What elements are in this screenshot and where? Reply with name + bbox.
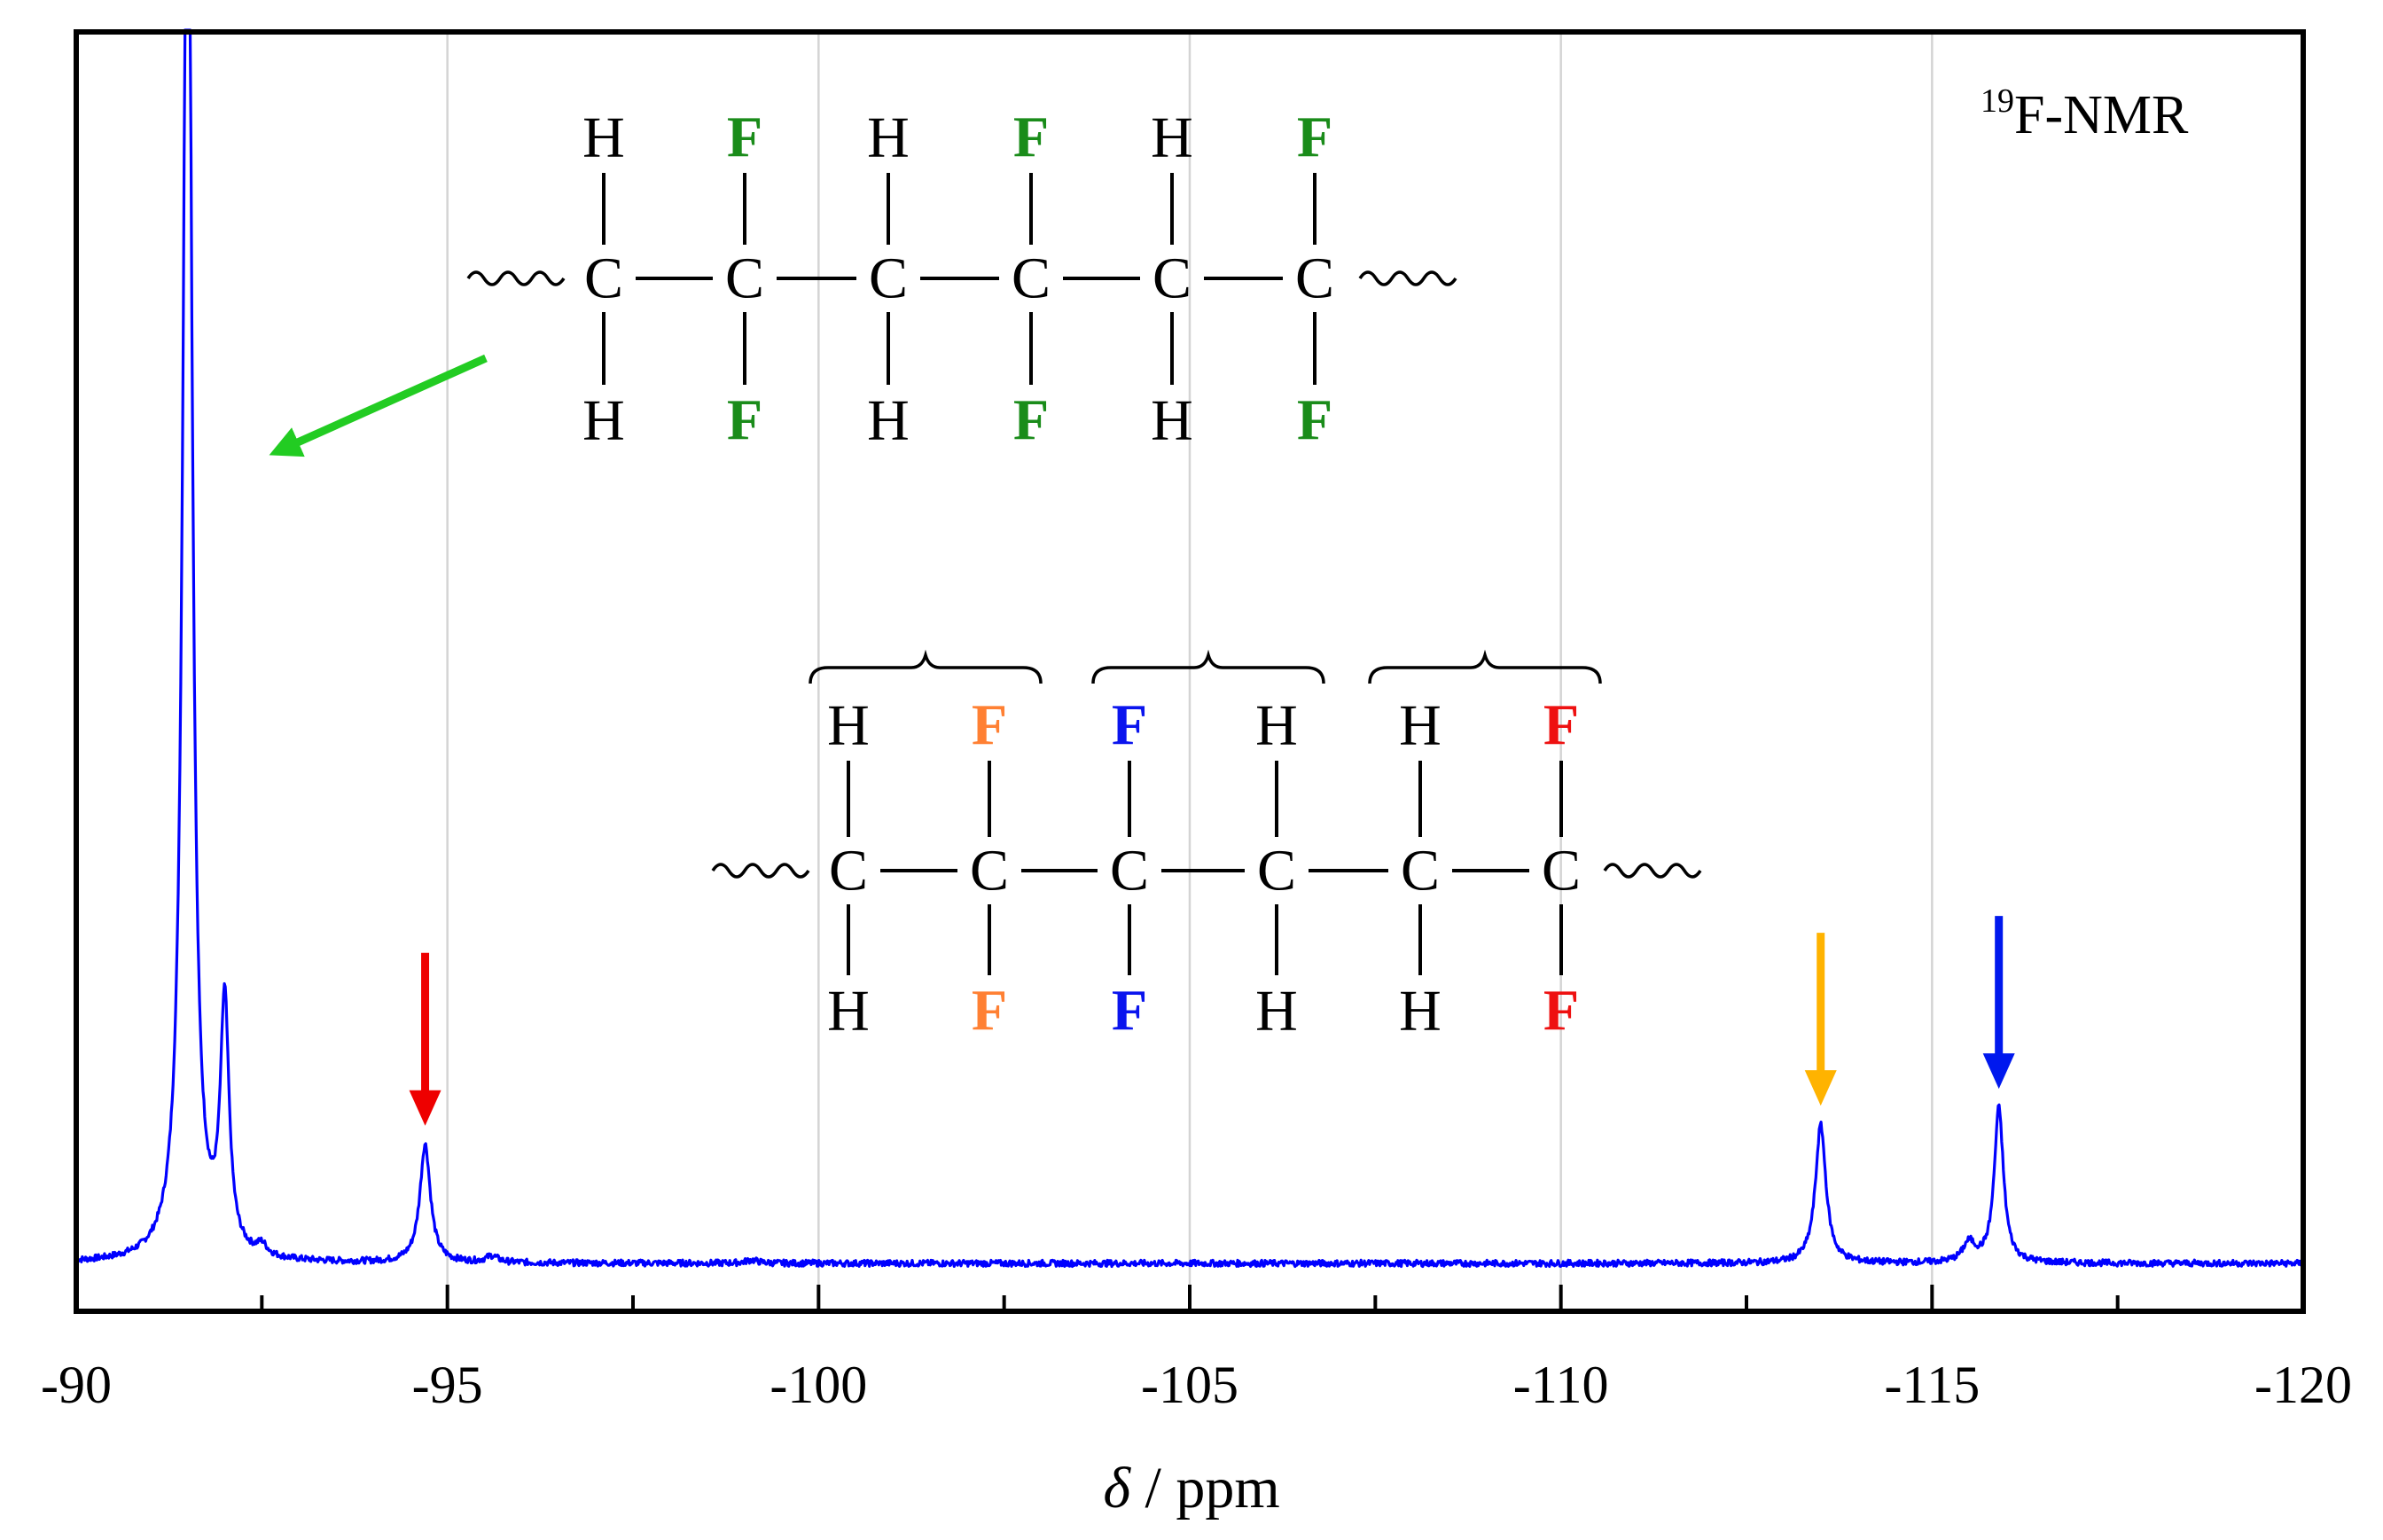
- atom-top: F: [1112, 693, 1147, 758]
- chain-end-right-bottom: [1603, 863, 1702, 879]
- atom-bottom: H: [1399, 979, 1442, 1044]
- atom-carbon: C: [1152, 246, 1192, 311]
- atom-top: H: [1151, 106, 1193, 170]
- blue-peak-arrow: [1982, 916, 2015, 1090]
- atom-bottom: F: [727, 388, 762, 453]
- atom-bottom: H: [827, 979, 870, 1044]
- atom-top: H: [1399, 693, 1442, 758]
- x-axis-tick-labels: -90 -95 -100 -105 -110 -115 -120: [41, 1356, 2352, 1414]
- atom-top: F: [972, 693, 1007, 758]
- vertical-grid: [446, 32, 1934, 1311]
- atom-top: H: [1255, 693, 1298, 758]
- atom-bottom: H: [582, 388, 625, 453]
- brace-2: [1091, 649, 1325, 684]
- atom-bottom: F: [1543, 979, 1579, 1044]
- atom-bottom: F: [1013, 388, 1049, 453]
- chain-end-left-bottom: [711, 863, 810, 879]
- atom-carbon: C: [1012, 246, 1051, 311]
- x-axis-unit: / ppm: [1130, 1456, 1280, 1520]
- atom-carbon: C: [584, 246, 623, 311]
- atom-bottom: H: [1151, 388, 1193, 453]
- brace-3: [1368, 649, 1602, 684]
- atom-top: F: [727, 106, 762, 170]
- atom-carbon: C: [829, 839, 868, 903]
- x-tick-label: -105: [1141, 1356, 1238, 1414]
- nmr-type-label: 19F-NMR: [1981, 82, 2189, 145]
- brace-1: [809, 649, 1043, 684]
- atom-top: F: [1297, 106, 1332, 170]
- atom-bottom: F: [1112, 979, 1147, 1044]
- atom-top: H: [827, 693, 870, 758]
- x-tick-label: -115: [1884, 1356, 1980, 1414]
- spectrum-line: [75, 28, 2304, 1269]
- atom-carbon: C: [1110, 839, 1149, 903]
- atom-top: F: [1543, 693, 1579, 758]
- atom-bottom: F: [972, 979, 1007, 1044]
- red-peak-arrow: [409, 952, 441, 1126]
- atom-top: H: [867, 106, 910, 170]
- atom-carbon: C: [1295, 246, 1334, 311]
- x-axis-label: δ / ppm: [1103, 1456, 1279, 1520]
- atom-bottom: H: [1255, 979, 1298, 1044]
- plot-frame: [74, 29, 2306, 1314]
- atom-bottom: H: [867, 388, 910, 453]
- structure-head-to-tail: H C H F C F H C H F C F H C H F C F: [466, 106, 1457, 453]
- atom-carbon: C: [1401, 839, 1440, 903]
- nmr-isotope-superscript: 19: [1981, 82, 2014, 120]
- struct-bottom-atoms: H C H F C F F C F H C H H C H F C F: [827, 693, 1581, 1044]
- atom-carbon: C: [1542, 839, 1581, 903]
- atom-top: H: [582, 106, 625, 170]
- peak-markers: [409, 916, 2015, 1126]
- struct-top-atoms: H C H F C F H C H F C F H C H F C F: [582, 106, 1334, 453]
- atom-carbon: C: [869, 246, 908, 311]
- green-arrow: [269, 354, 488, 457]
- x-tick-label: -120: [2254, 1356, 2352, 1414]
- atom-carbon: C: [970, 839, 1009, 903]
- chain-end-left-top: [466, 270, 566, 286]
- orange-peak-arrow: [1804, 933, 1837, 1106]
- x-tick-label: -90: [41, 1356, 112, 1414]
- x-tick-label: -95: [412, 1356, 483, 1414]
- x-tick-label: -100: [770, 1356, 867, 1414]
- atom-carbon: C: [1257, 839, 1296, 903]
- x-tick-label: -110: [1513, 1356, 1609, 1414]
- atom-bottom: F: [1297, 388, 1332, 453]
- x-axis-symbol: δ: [1103, 1456, 1131, 1520]
- atom-top: F: [1013, 106, 1049, 170]
- structure-defect: H C H F C F F C F H C H H C H F C F: [711, 649, 1702, 1044]
- chain-end-right-top: [1358, 270, 1457, 286]
- x-axis-ticks: [74, 1285, 2305, 1311]
- nmr-type-text: F-NMR: [2014, 85, 2189, 145]
- atom-carbon: C: [725, 246, 764, 311]
